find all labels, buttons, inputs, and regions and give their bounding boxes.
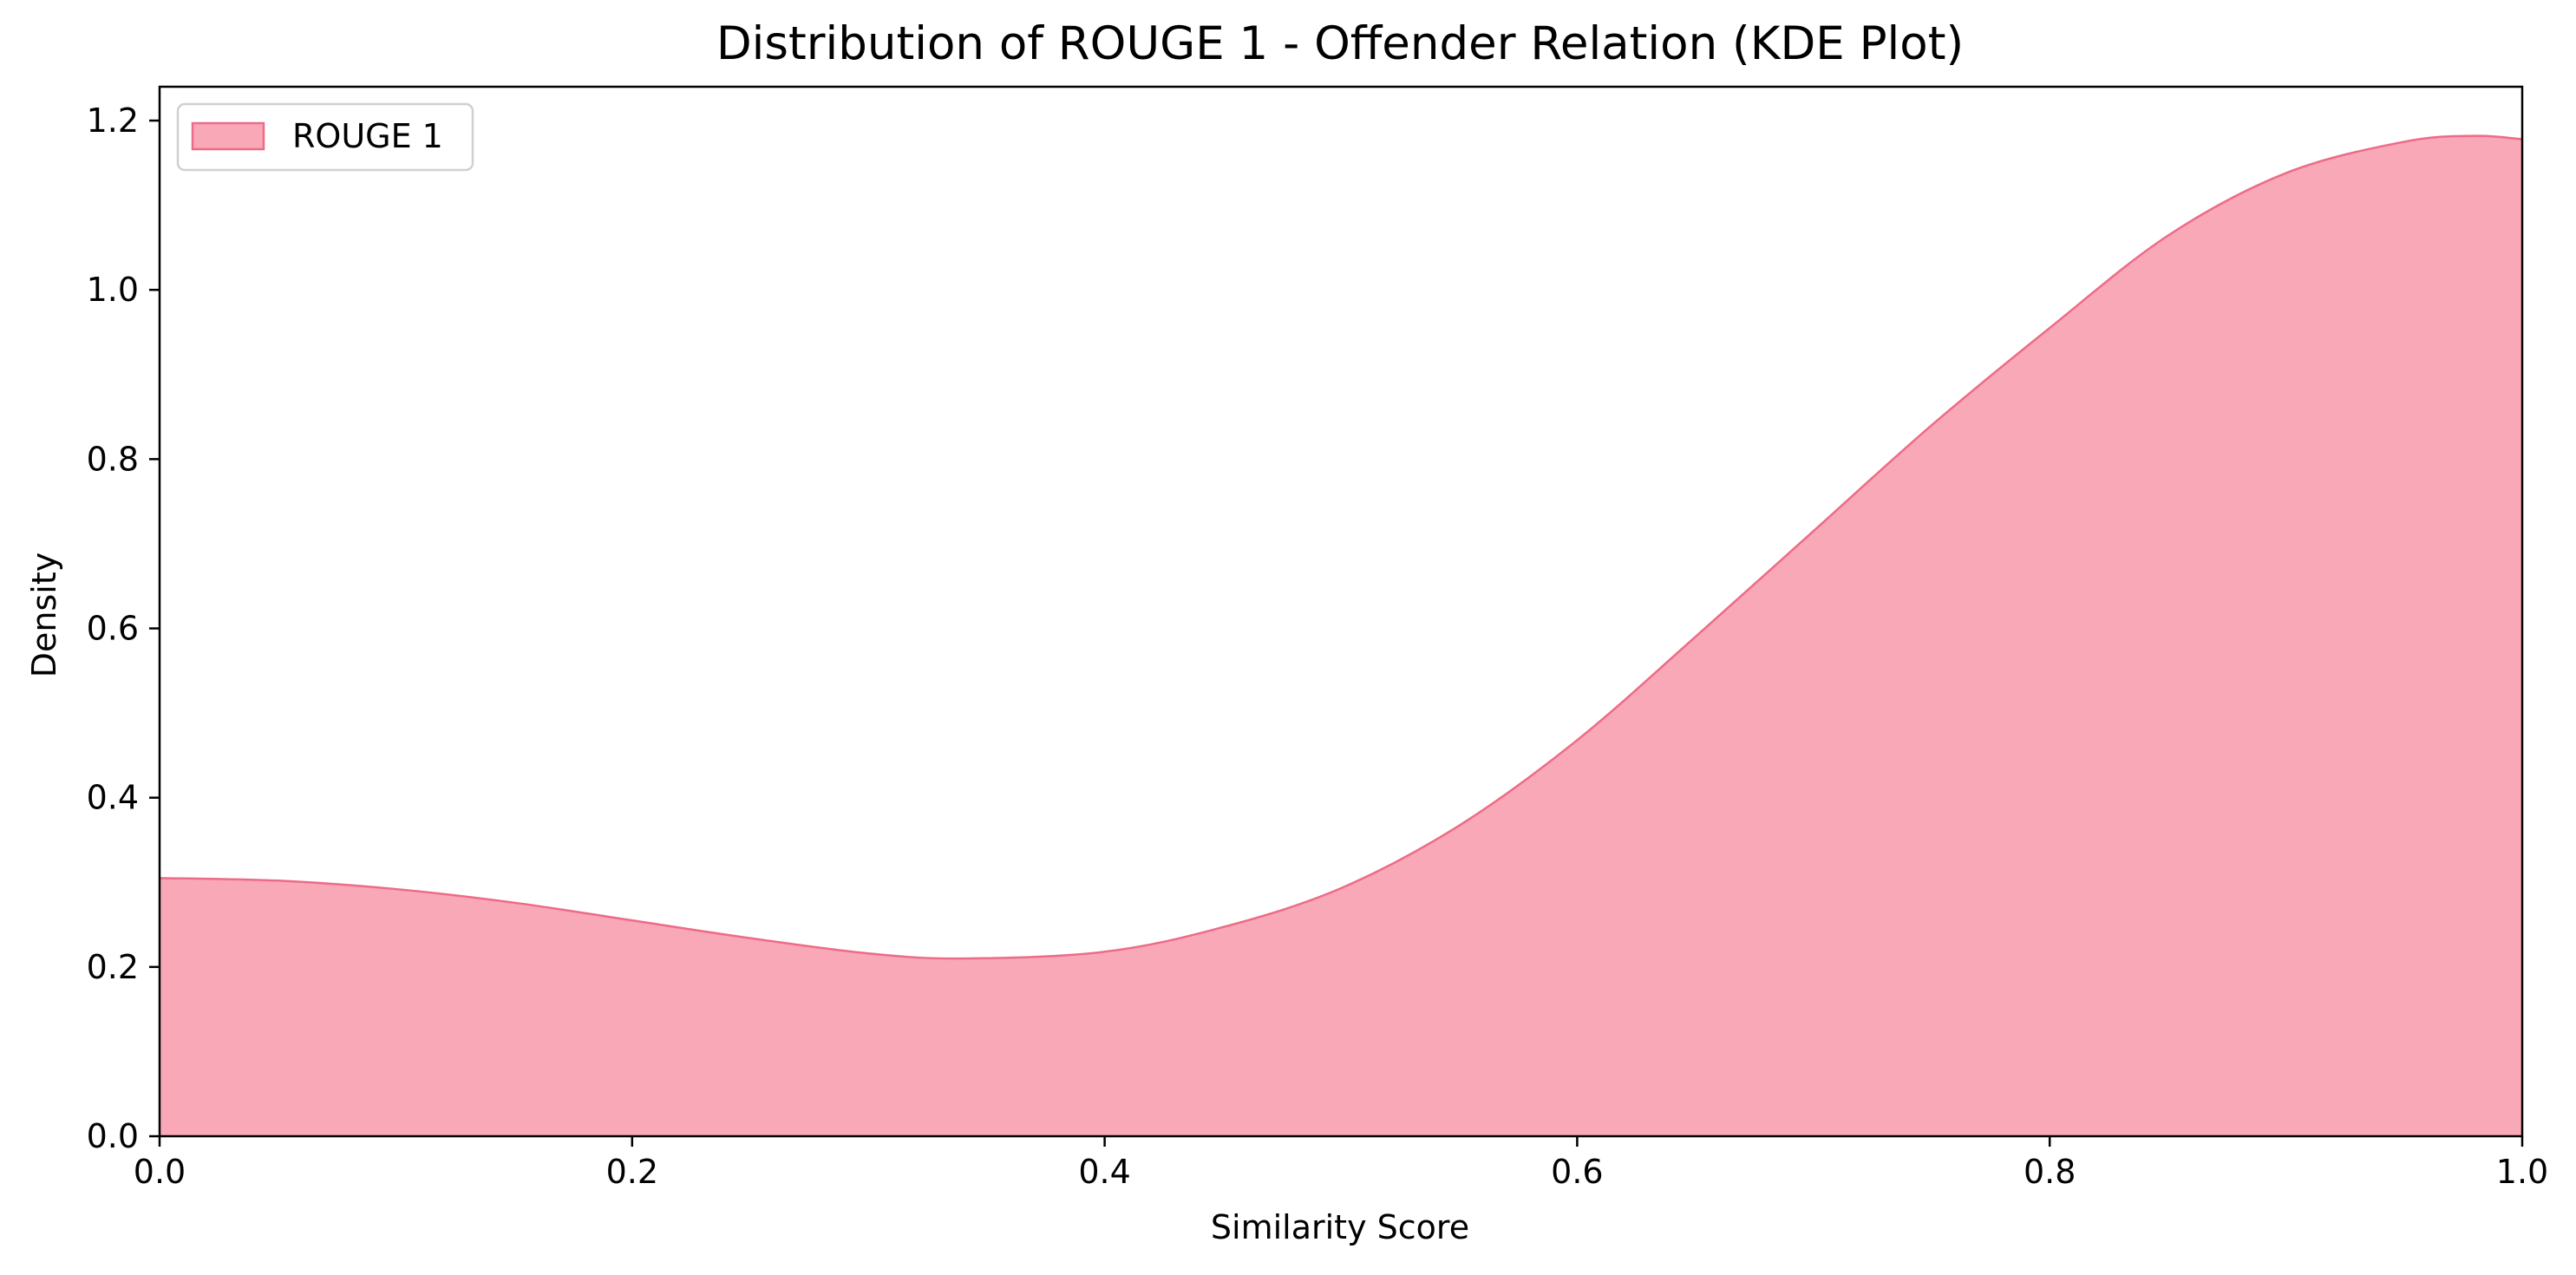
legend: ROUGE 1 — [176, 102, 474, 172]
chart-title: Distribution of ROUGE 1 - Offender Relat… — [716, 17, 1964, 70]
y-axis-ticks: 0.0 0.2 0.4 0.6 0.8 1.0 1.2 — [87, 101, 160, 1155]
x-tick-label: 0.2 — [606, 1153, 658, 1191]
x-tick-label: 0.6 — [1551, 1153, 1603, 1191]
y-tick-label: 0.6 — [87, 610, 139, 648]
plot-area — [158, 85, 2524, 1138]
legend-swatch — [191, 121, 265, 151]
x-tick-label: 0.4 — [1078, 1153, 1130, 1191]
kde-area-fill — [160, 135, 2522, 1136]
x-tick-label: 0.0 — [134, 1153, 186, 1191]
y-axis-label: Density — [25, 552, 63, 677]
y-tick-label: 0.8 — [87, 440, 139, 478]
y-tick-label: 1.0 — [87, 271, 139, 309]
legend-entry-rouge-1: ROUGE 1 — [292, 117, 443, 155]
plot-frame — [158, 85, 2524, 1138]
legend-box — [176, 102, 474, 172]
kde-curve-line — [159, 134, 2523, 960]
x-axis-label: Similarity Score — [1211, 1208, 1469, 1246]
x-axis-ticks: 0.0 0.2 0.4 0.6 0.8 1.0 — [134, 1136, 2548, 1191]
y-tick-label: 0.2 — [87, 948, 139, 986]
y-tick-label: 0.0 — [87, 1117, 139, 1155]
y-tick-label: 0.4 — [87, 779, 139, 817]
x-tick-label: 1.0 — [2496, 1153, 2548, 1191]
y-tick-label: 1.2 — [87, 101, 139, 140]
x-tick-label: 0.8 — [2024, 1153, 2076, 1191]
